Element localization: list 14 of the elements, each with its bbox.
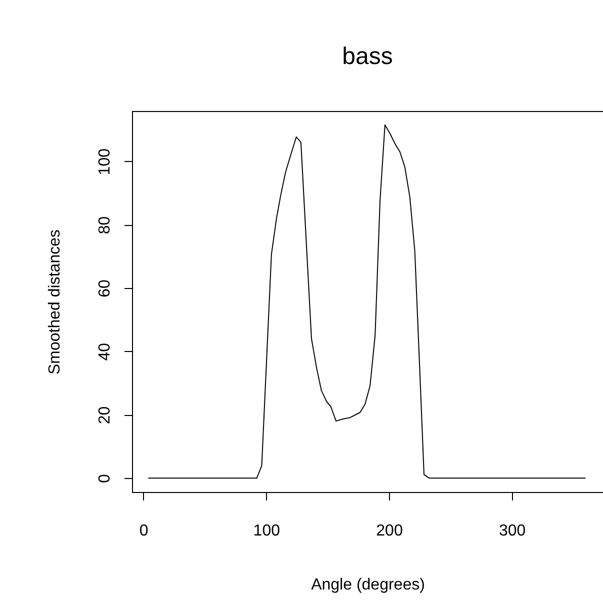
y-tick-label: 80 bbox=[96, 216, 114, 234]
y-tick-label: 40 bbox=[96, 342, 114, 361]
x-tick-label: 200 bbox=[376, 522, 403, 540]
y-tick-label: 100 bbox=[96, 148, 114, 176]
y-tick-label: 0 bbox=[96, 474, 114, 484]
line-series bbox=[148, 124, 586, 479]
y-tick-label: 60 bbox=[96, 280, 114, 298]
chart-title: bass bbox=[342, 43, 393, 70]
x-tick-label: 0 bbox=[139, 522, 148, 540]
y-tick-label: 20 bbox=[96, 406, 114, 424]
x-tick-label: 300 bbox=[498, 522, 526, 540]
x-tick-label: 100 bbox=[253, 522, 280, 540]
x-axis-title: Angle (degrees) bbox=[311, 576, 425, 594]
y-axis-title: Smoothed distances bbox=[46, 230, 64, 374]
